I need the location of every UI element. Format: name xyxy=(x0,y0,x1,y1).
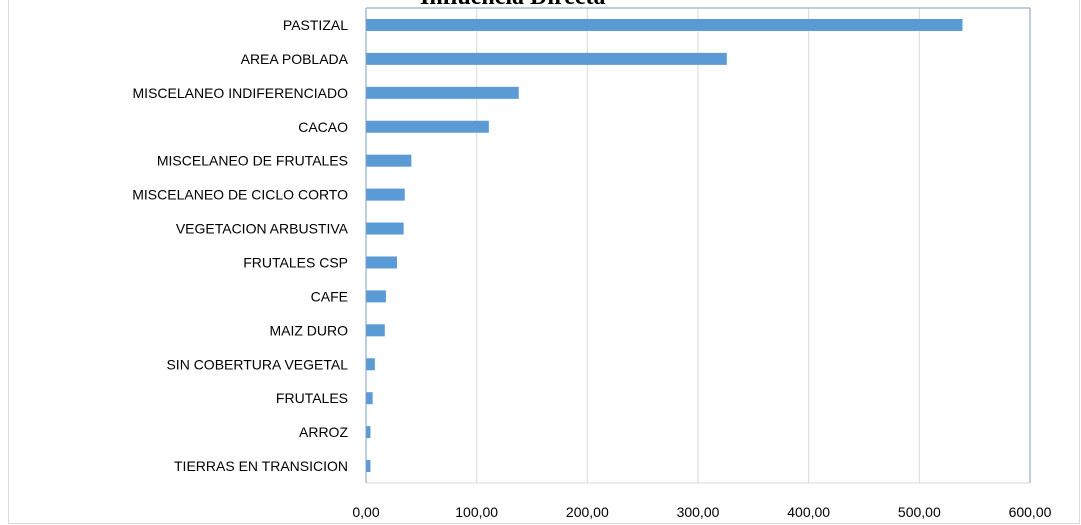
bar xyxy=(366,358,375,371)
bar xyxy=(366,460,371,473)
x-tick-label: 600,00 xyxy=(1009,504,1052,520)
x-tick-label: 300,00 xyxy=(677,504,720,520)
category-label: MAIZ DURO xyxy=(269,322,348,338)
category-label: TIERRAS EN TRANSICION xyxy=(174,458,348,474)
category-label: MISCELANEO DE CICLO CORTO xyxy=(132,187,348,203)
x-tick-label: 0,00 xyxy=(352,504,379,520)
x-tick-label: 200,00 xyxy=(566,504,609,520)
bar xyxy=(366,392,373,405)
category-label: MISCELANEO DE FRUTALES xyxy=(157,153,348,169)
bar xyxy=(366,86,519,99)
category-label: FRUTALES CSP xyxy=(243,254,348,270)
category-label: AREA POBLADA xyxy=(241,51,349,67)
bar xyxy=(366,256,397,269)
bar xyxy=(366,324,385,337)
bar xyxy=(366,52,727,65)
chart-title: Influencia Directa xyxy=(420,0,606,11)
category-labels: PASTIZAL AREA POBLADA MISCELANEO INDIFEREN… xyxy=(132,17,348,474)
x-tick-label: 500,00 xyxy=(898,504,941,520)
x-tick-labels: 0,00 100,00 200,00 300,00 400,00 500,00 600,00 xyxy=(352,504,1051,520)
chart-frame xyxy=(8,0,1080,524)
x-tick-label: 400,00 xyxy=(787,504,830,520)
category-label: MISCELANEO INDIFERENCIADO xyxy=(133,85,349,101)
category-label: CAFE xyxy=(311,288,348,304)
bars xyxy=(366,18,963,473)
axes xyxy=(365,7,1031,484)
bar xyxy=(366,188,405,201)
category-label: FRUTALES xyxy=(276,390,348,406)
bar xyxy=(366,222,404,235)
bar xyxy=(366,18,963,31)
x-tick-label: 100,00 xyxy=(455,504,498,520)
bar xyxy=(366,120,489,133)
grid-lines xyxy=(476,8,1031,483)
category-label: ARROZ xyxy=(299,424,348,440)
bar xyxy=(366,154,412,167)
category-label: CACAO xyxy=(298,119,348,135)
category-label: VEGETACION ARBUSTIVA xyxy=(176,221,349,237)
bar xyxy=(366,426,371,439)
bar xyxy=(366,290,386,303)
category-label: PASTIZAL xyxy=(283,17,348,33)
category-label: SIN COBERTURA VEGETAL xyxy=(166,356,348,372)
